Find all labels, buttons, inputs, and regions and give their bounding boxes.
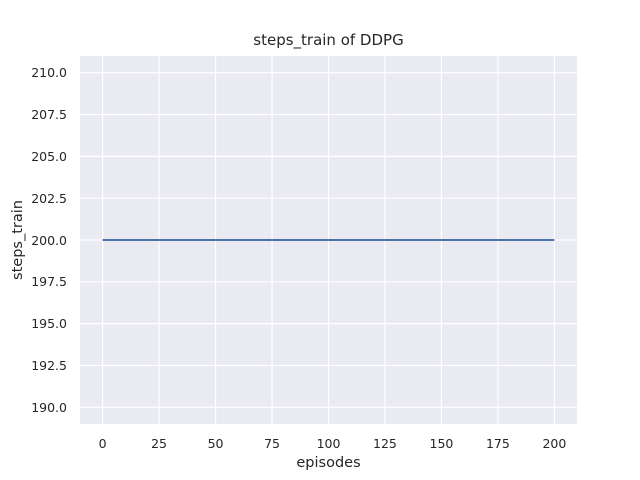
x-axis-label: episodes	[296, 455, 361, 471]
y-tick-label: 192.5	[31, 357, 67, 373]
x-tick-label: 200	[542, 436, 567, 451]
x-tick-label: 175	[485, 436, 510, 451]
y-tick-label: 207.5	[31, 107, 67, 123]
x-tick-label: 150	[429, 436, 454, 451]
x-tick-label: 25	[151, 436, 168, 451]
x-tick-label: 125	[373, 436, 397, 451]
x-tick-label: 0	[98, 436, 107, 451]
y-tick-label: 195.0	[31, 316, 67, 332]
x-tick-label: 75	[264, 436, 280, 451]
y-tick-label: 202.5	[31, 190, 67, 206]
chart-title: steps_train of DDPG	[253, 31, 404, 49]
x-tick-label: 100	[316, 436, 341, 451]
x-tick-label: 50	[207, 436, 224, 451]
y-tick-label: 205.0	[31, 148, 67, 164]
y-tick-label: 190.0	[31, 399, 67, 415]
y-tick-label: 210.0	[31, 65, 67, 81]
y-tick-label: 200.0	[31, 232, 67, 248]
y-tick-label: 197.5	[31, 274, 67, 290]
